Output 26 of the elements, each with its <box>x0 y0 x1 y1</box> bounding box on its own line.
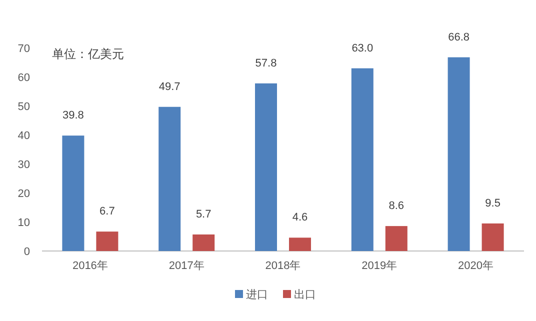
data-label: 66.8 <box>448 31 470 44</box>
x-tick-label: 2019年 <box>362 260 398 272</box>
y-tick-label: 50 <box>18 101 30 113</box>
annotation: 单位：亿美元 <box>52 47 124 61</box>
data-label: 39.8 <box>62 110 84 122</box>
y-tick-label: 60 <box>18 72 30 84</box>
y-tick-label: 30 <box>18 159 30 171</box>
data-label: 9.5 <box>485 197 500 210</box>
data-label: 63.0 <box>352 42 374 54</box>
x-tick-label: 2016年 <box>72 260 108 272</box>
y-tick-label: 40 <box>18 130 30 142</box>
x-tick-label: 2020年 <box>458 260 494 272</box>
x-tick-label: 2018年 <box>265 260 301 272</box>
data-label: 8.6 <box>388 200 404 212</box>
y-tick-label: 10 <box>18 217 30 229</box>
y-tick-label: 0 <box>24 246 30 258</box>
legend-label: 出口 <box>294 288 316 301</box>
data-label: 4.6 <box>292 212 308 224</box>
legend-label: 进口 <box>246 288 268 301</box>
data-label: 49.7 <box>158 80 180 93</box>
data-label: 6.7 <box>100 206 115 218</box>
data-label: 5.7 <box>196 208 212 220</box>
y-tick-label: 70 <box>18 43 30 55</box>
x-tick-label: 2017年 <box>168 260 204 272</box>
data-label: 57.8 <box>255 57 277 70</box>
y-tick-label: 20 <box>18 188 30 200</box>
